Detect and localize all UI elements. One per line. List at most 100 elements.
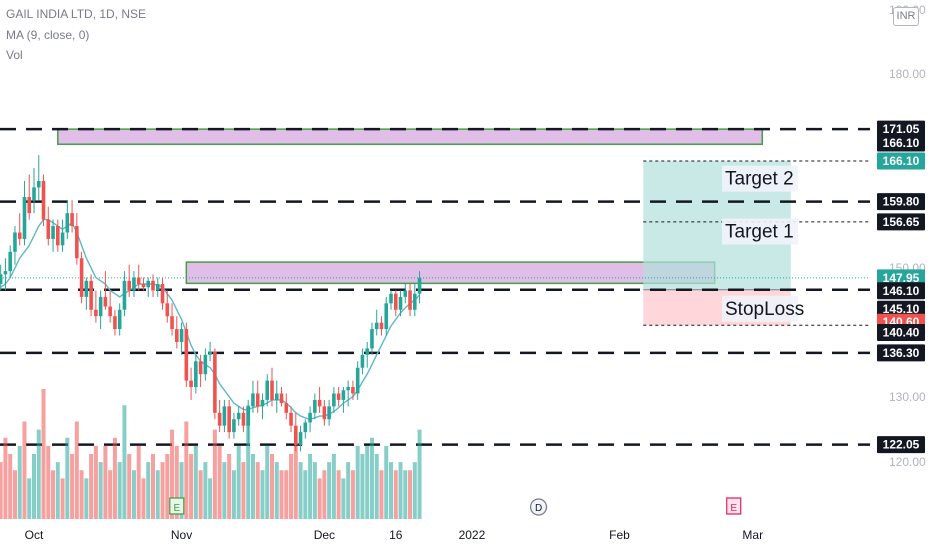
- candle: [217, 399, 222, 433]
- volume-bar: [355, 445, 360, 519]
- candle: [94, 290, 98, 323]
- volume-bar: [365, 445, 370, 519]
- volume-bar: [184, 421, 189, 519]
- price-label-text: 147.95: [883, 271, 920, 285]
- volume-bar: [250, 454, 255, 519]
- candle-body: [46, 219, 51, 239]
- candle: [398, 290, 403, 317]
- candle-body: [56, 226, 60, 246]
- currency-badge[interactable]: INR: [893, 7, 919, 26]
- earnings-badge: [726, 497, 742, 515]
- volume-bar: [0, 462, 3, 519]
- candle: [403, 284, 408, 304]
- time-axis[interactable]: Oct Nov Dec 16 2022 Feb Mar: [25, 528, 763, 542]
- candle-body: [22, 197, 27, 239]
- event-letter: E: [730, 503, 737, 514]
- volume-bar: [393, 470, 398, 519]
- x-tick-label: Oct: [25, 528, 44, 542]
- candle-body: [322, 406, 327, 420]
- volume-bar: [117, 462, 122, 519]
- candle-body: [379, 322, 384, 330]
- candle-body: [265, 380, 270, 400]
- price-label: 166.10: [877, 134, 925, 152]
- candle-body: [89, 280, 93, 310]
- y-tick-label: 120.00: [889, 455, 926, 469]
- candle: [151, 274, 155, 297]
- volume-bar: [260, 470, 265, 519]
- candle-body: [75, 226, 79, 259]
- volume-bar: [265, 445, 270, 519]
- volume-bar: [79, 470, 84, 519]
- candle: [289, 406, 293, 433]
- volume-bar: [65, 437, 70, 519]
- candle: [75, 213, 79, 265]
- candle: [198, 354, 203, 388]
- target-1-label-bg: [722, 218, 798, 245]
- price-label-text: 166.10: [883, 154, 920, 168]
- price-label: 159.80: [877, 193, 925, 211]
- event-marker: D: [529, 498, 548, 516]
- candle-body: [60, 232, 65, 246]
- candle: [13, 226, 17, 265]
- candle: [165, 290, 170, 323]
- volume-bar: [303, 470, 308, 519]
- volume-bar: [369, 437, 374, 519]
- candle-body: [341, 390, 346, 400]
- volume-bar: [70, 454, 75, 519]
- candle: [84, 277, 89, 310]
- volume-bar: [236, 445, 241, 519]
- candle-body: [113, 316, 117, 330]
- volume-bar: [341, 478, 346, 519]
- candle-body: [146, 280, 151, 288]
- candle: [170, 303, 174, 336]
- event-marker: E: [169, 497, 185, 515]
- price-label: 146.10: [877, 282, 925, 300]
- candle-body: [279, 393, 284, 404]
- candle: [374, 309, 379, 336]
- price-label-text: 166.10: [883, 136, 920, 150]
- volume-bar: [165, 454, 170, 519]
- candle: [175, 316, 179, 349]
- volume-bar: [398, 462, 403, 519]
- candle: [3, 258, 8, 291]
- price-label-text: 145.10: [883, 302, 920, 316]
- candle-body: [236, 412, 241, 420]
- candle: [241, 406, 246, 433]
- candle: [141, 277, 146, 291]
- candle-body: [346, 387, 350, 391]
- candle-body: [184, 329, 189, 381]
- volume-bar: [8, 454, 13, 519]
- candle-body: [303, 422, 308, 433]
- volume-bar: [322, 470, 327, 519]
- event-letter: D: [535, 503, 542, 514]
- candle: [270, 367, 274, 407]
- volume-bar: [198, 470, 203, 519]
- candle-body: [389, 293, 393, 304]
- candle: [365, 341, 369, 368]
- volume-bar: [384, 445, 389, 519]
- candle-body: [289, 412, 293, 426]
- price-label: 147.95: [877, 269, 925, 287]
- candle-body: [241, 412, 246, 426]
- candle: [136, 264, 141, 291]
- candle-body: [360, 354, 365, 368]
- candle: [103, 271, 108, 310]
- volume-bar: [151, 454, 155, 519]
- candle-body: [270, 380, 274, 400]
- price-label-text: 146.10: [883, 284, 920, 298]
- candle-body: [175, 329, 179, 342]
- candle: [17, 213, 22, 246]
- price-axis[interactable]: 120.00130.00140.00150.00180.00190.00171.…: [877, 3, 926, 469]
- volume-bar: [346, 462, 351, 519]
- volume-bar: [289, 454, 294, 519]
- candle: [308, 406, 312, 433]
- candle: [184, 322, 189, 388]
- volume-bar: [155, 470, 160, 519]
- price-label-bg: [877, 436, 925, 454]
- volume-bar: [22, 421, 27, 519]
- candle-body: [203, 354, 208, 375]
- candle: [113, 309, 117, 336]
- candle-body: [0, 274, 3, 285]
